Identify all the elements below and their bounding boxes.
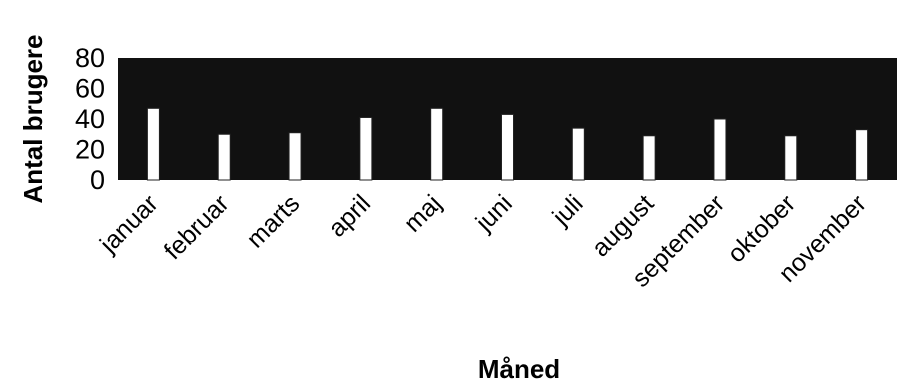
bar bbox=[217, 133, 231, 181]
y-tick-label: 80 bbox=[75, 43, 105, 73]
bar bbox=[288, 132, 302, 181]
y-tick-label: 40 bbox=[75, 104, 105, 134]
y-tick-label: 0 bbox=[90, 165, 105, 195]
bar bbox=[146, 107, 160, 181]
x-tick-label: januar bbox=[94, 189, 164, 259]
x-tick-label: juni bbox=[470, 189, 518, 237]
x-axis-title: Måned bbox=[478, 354, 560, 384]
bar bbox=[501, 113, 514, 181]
bar bbox=[642, 135, 656, 181]
bar bbox=[784, 135, 798, 181]
bars bbox=[146, 107, 869, 181]
bar bbox=[571, 127, 585, 181]
x-tick-label: februar bbox=[159, 189, 235, 265]
bar bbox=[430, 107, 444, 181]
x-tick-label: april bbox=[323, 189, 376, 242]
bar bbox=[855, 129, 869, 181]
x-tick-label: marts bbox=[241, 189, 305, 253]
y-tick-label: 20 bbox=[75, 135, 105, 165]
x-tick-label: juli bbox=[546, 189, 588, 231]
bar bbox=[713, 118, 727, 181]
x-tick-label: maj bbox=[399, 189, 447, 237]
y-axis-title: Antal brugere bbox=[18, 34, 48, 203]
bar bbox=[359, 116, 373, 181]
y-tick-label: 60 bbox=[75, 74, 105, 104]
